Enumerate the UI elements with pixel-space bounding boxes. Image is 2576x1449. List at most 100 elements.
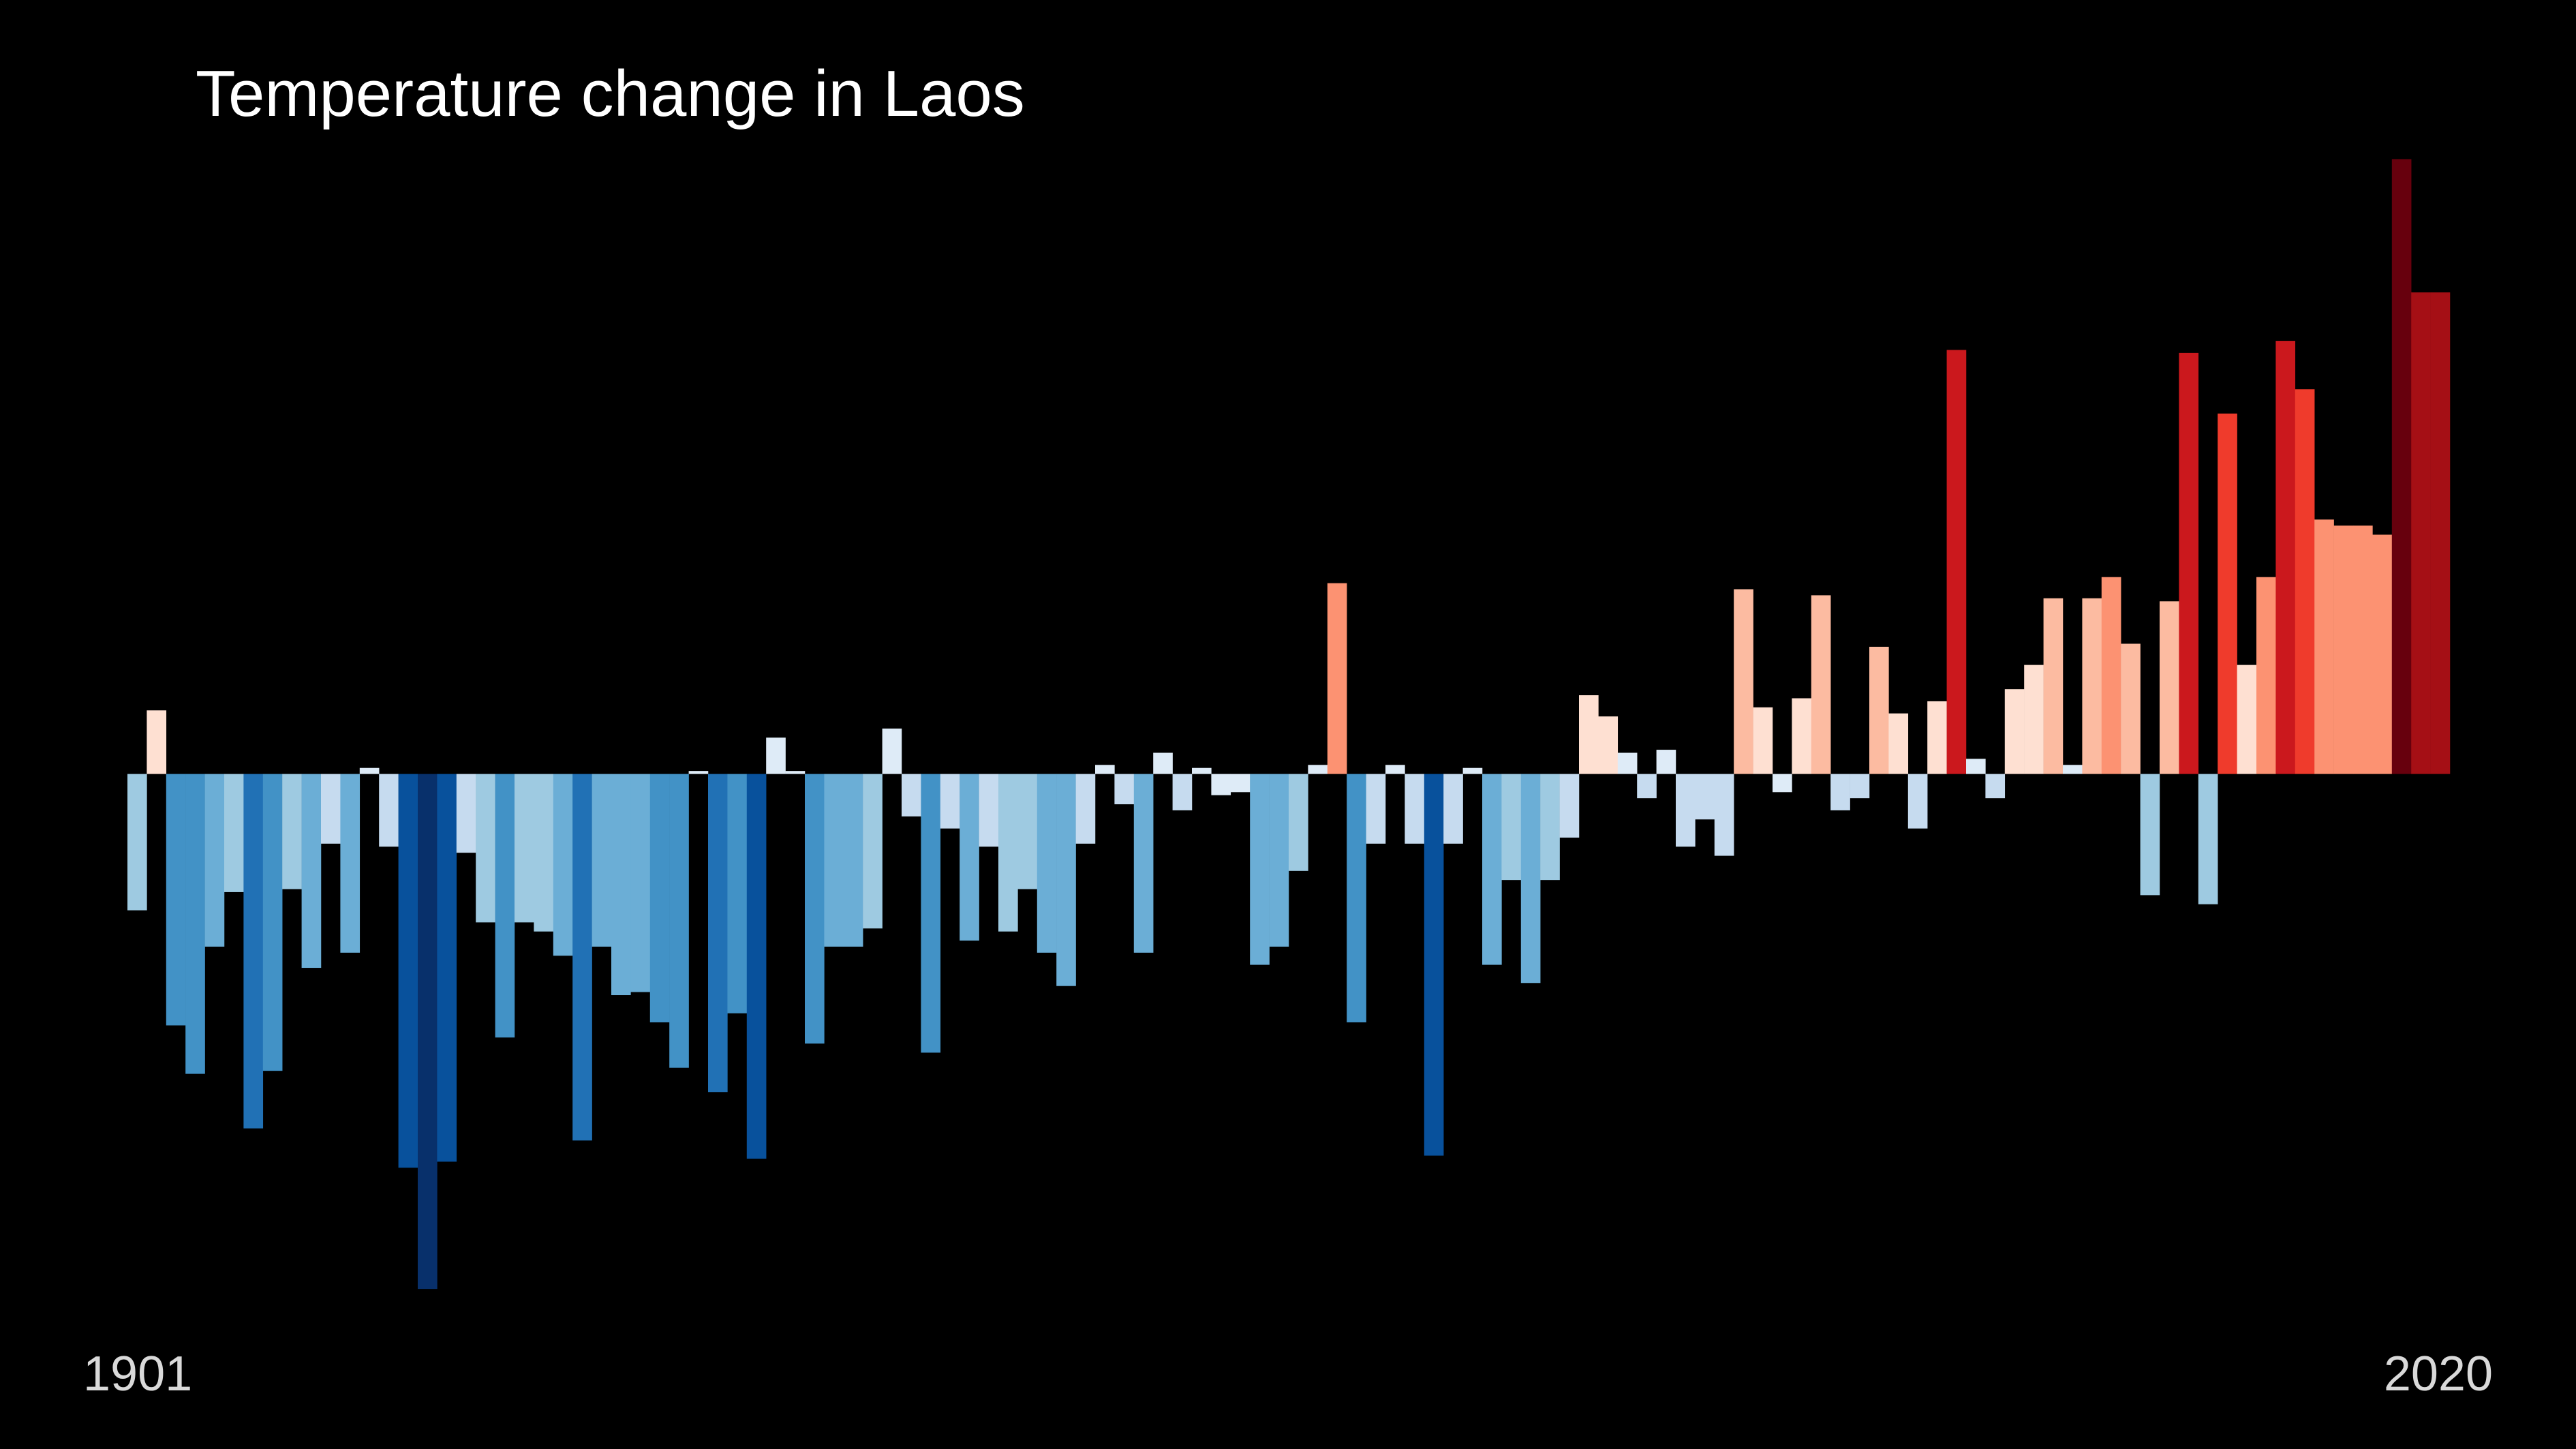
temperature-bar-1916 [418,774,438,1290]
temperature-bar-1953 [1133,774,1154,953]
temperature-bar-2009 [2218,413,2237,774]
temperature-bar-1939 [863,774,883,929]
temperature-bar-1975 [1559,774,1580,838]
temperature-bar-1955 [1172,774,1193,810]
temperature-bar-1982 [1695,774,1715,820]
temperature-bar-1910 [301,774,322,968]
temperature-bar-2014 [2314,519,2334,774]
temperature-bar-1923 [553,774,573,956]
temperature-bar-1945 [979,774,999,847]
temperature-bar-1962 [1308,765,1328,774]
temperature-bar-1995 [1946,350,1967,774]
temperature-bar-1904 [185,774,205,1074]
temperature-bar-1920 [495,774,515,1038]
temperature-bar-1974 [1540,774,1560,881]
temperature-bar-1984 [1734,589,1753,774]
temperature-bar-2019 [2411,292,2431,774]
temperature-bar-1913 [359,767,380,774]
temperature-bar-1905 [204,774,225,947]
temperature-bar-1988 [1811,595,1831,774]
temperature-bar-1998 [2004,689,2025,774]
temperature-bar-1921 [515,774,534,923]
chart-title: Temperature change in Laos [196,57,1025,130]
temperature-bar-1933 [746,774,767,1159]
temperature-bar-1919 [476,774,495,923]
temperature-bar-1951 [1095,765,1115,774]
temperature-bar-1973 [1520,774,1541,983]
temperature-bar-1966 [1385,765,1405,774]
temperature-bar-1957 [1211,774,1231,795]
temperature-bar-1960 [1269,774,1289,947]
temperature-bar-1991 [1869,646,1889,774]
temperature-bar-1976 [1579,695,1599,774]
temperature-bar-1914 [379,774,399,847]
temperature-bar-1942 [921,774,941,1053]
temperature-bar-1968 [1424,774,1444,1156]
temperature-bar-2001 [2063,765,2083,774]
temperature-bar-1917 [437,774,457,1162]
temperature-bar-1992 [1888,713,1909,774]
temperature-bar-1932 [727,774,748,1013]
temperature-bar-1993 [1907,774,1928,829]
temperature-bar-2012 [2275,341,2296,774]
temperature-bar-1922 [534,774,554,932]
temperature-bar-2000 [2043,598,2064,774]
temperature-bar-1958 [1230,774,1251,793]
temperature-bar-1930 [688,771,709,774]
temperature-bar-1909 [282,774,302,889]
temperature-bar-1918 [456,774,476,853]
temperature-bar-1950 [1075,774,1096,844]
temperature-bar-1936 [805,774,825,1044]
temperature-bar-2002 [2082,598,2102,774]
temperature-bar-1915 [398,774,418,1168]
temperature-bar-1981 [1676,774,1696,847]
temperature-bar-1911 [321,774,341,844]
temperature-bar-1971 [1482,774,1502,965]
temperature-bar-2011 [2256,577,2276,774]
temperature-bar-1989 [1830,774,1850,810]
temperature-bar-1944 [960,774,979,941]
temperature-bar-1948 [1037,774,1057,953]
temperature-bar-2010 [2237,665,2257,774]
temperature-bar-1972 [1501,774,1522,881]
end-year-label: 2020 [2383,1347,2493,1401]
temperature-bar-1996 [1966,759,1986,774]
temperature-bar-2015 [2333,525,2354,774]
temperature-bar-2006 [2160,601,2179,774]
temperature-bar-2004 [2121,643,2141,774]
temperature-bar-1983 [1714,774,1734,856]
temperature-bar-1994 [1927,701,1947,774]
temperature-bar-1967 [1405,774,1425,844]
temperature-bar-2013 [2295,389,2315,774]
temperature-bar-1934 [766,737,786,774]
temperature-bar-1943 [940,774,960,829]
temperature-bar-1964 [1347,774,1366,1023]
temperature-bar-1902 [147,710,167,774]
temperature-bar-1903 [166,774,186,1026]
temperature-bar-1906 [224,774,244,892]
temperature-bar-1946 [998,774,1018,932]
temperature-bar-2020 [2430,292,2451,774]
temperature-bar-2007 [2179,352,2199,774]
temperature-bar-1927 [630,774,651,992]
temperature-bar-1997 [1985,774,2006,799]
temperature-bar-2003 [2101,577,2121,774]
temperature-bar-1938 [843,774,863,947]
temperature-bar-1965 [1366,774,1386,844]
temperature-bar-1907 [243,774,264,1129]
temperature-bar-1956 [1192,767,1212,774]
temperature-bar-1980 [1656,750,1676,774]
temperature-bar-1935 [785,771,806,774]
temperature-bar-1978 [1617,752,1638,774]
temperature-bar-1959 [1250,774,1270,965]
start-year-label: 1901 [83,1347,193,1401]
temperature-bar-1963 [1327,583,1347,774]
temperature-bar-2005 [2140,774,2160,896]
temperature-bar-1926 [611,774,631,996]
temperature-bar-1952 [1114,774,1135,805]
temperature-bar-1912 [340,774,361,953]
temperature-bar-1961 [1289,774,1308,871]
temperature-bar-1901 [127,774,147,911]
